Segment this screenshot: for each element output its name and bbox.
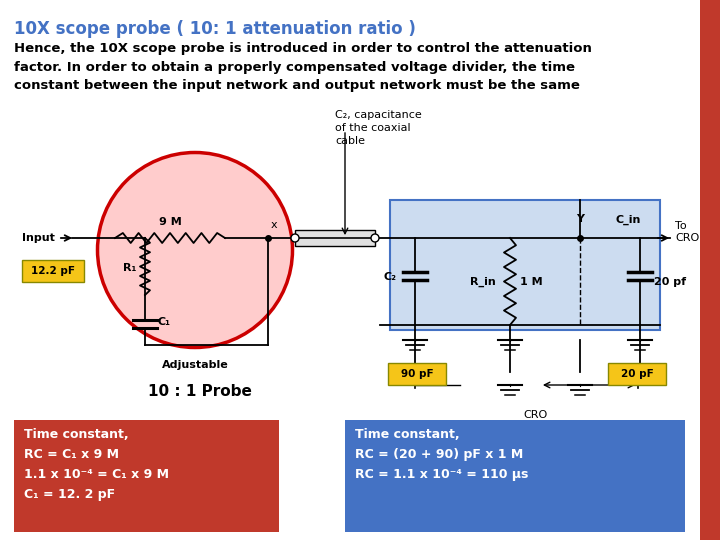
Text: Time constant,
RC = C₁ x 9 M
1.1 x 10⁻⁴ = C₁ x 9 M
C₁ = 12. 2 pF: Time constant, RC = C₁ x 9 M 1.1 x 10⁻⁴ … [24,428,169,501]
Text: To
CRO: To CRO [675,221,699,243]
Bar [295,230,375,246]
Bar [608,363,666,385]
Text: CRO
Input
impedance: CRO Input impedance [504,410,566,446]
Ellipse shape [97,152,292,348]
Text: C₂, capacitance
of the coaxial
cable: C₂, capacitance of the coaxial cable [335,110,422,146]
Text: Adjustable: Adjustable [161,360,228,370]
Text: x: x [271,220,278,230]
Text: Time constant,
RC = (20 + 90) pF x 1 M
RC = 1.1 x 10⁻⁴ = 110 μs: Time constant, RC = (20 + 90) pF x 1 M R… [355,428,528,481]
Circle shape [291,234,299,242]
Text: 20 pf: 20 pf [654,277,686,287]
Text: 9 M: 9 M [158,217,181,227]
Bar [388,363,446,385]
Text: Hence, the 10X scope probe is introduced in order to control the attenuation
fac: Hence, the 10X scope probe is introduced… [14,42,592,92]
Text: C_in: C_in [616,215,641,225]
Circle shape [371,234,379,242]
Text: 10 : 1 Probe: 10 : 1 Probe [148,384,252,400]
Text: R₁: R₁ [123,263,137,273]
Text: 12.2 pF: 12.2 pF [31,266,75,276]
Text: 20 pF: 20 pF [621,369,653,379]
Text: Y: Y [576,214,584,224]
Bar [390,200,660,330]
Text: R_in: R_in [470,277,496,287]
Bar [345,420,685,532]
Text: 90 pF: 90 pF [401,369,433,379]
Text: C₁: C₁ [158,317,171,327]
Text: Input: Input [22,233,55,243]
Text: 1 M: 1 M [520,277,543,287]
Bar [14,420,279,532]
Bar [22,260,84,282]
Bar [700,0,720,540]
Text: 10X scope probe ( 10: 1 attenuation ratio ): 10X scope probe ( 10: 1 attenuation rati… [14,20,416,38]
Text: C₂: C₂ [384,272,397,282]
